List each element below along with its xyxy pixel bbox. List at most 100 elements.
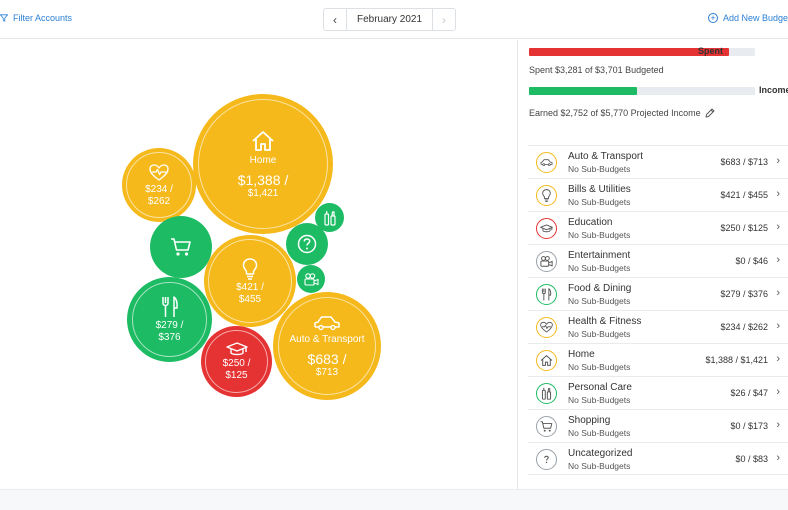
category-amount: $0 / $83 (735, 454, 768, 464)
cart-icon (171, 238, 191, 256)
category-amount: $234 / $262 (720, 322, 768, 332)
category-row-shopping[interactable]: Shopping No Sub-Budgets $0 / $173 › (528, 409, 788, 442)
car-icon (314, 315, 340, 330)
category-row-auto-transport[interactable]: Auto & Transport No Sub-Budgets $683 / $71… (528, 145, 788, 178)
category-sub-budgets: No Sub-Budgets (568, 263, 631, 273)
budget-bubble-chart: Home $1,388 / $1,421 $234 / $262 $421 / … (0, 40, 517, 489)
bubble-education-spent: $250 / (222, 358, 251, 369)
bubble-home[interactable]: Home $1,388 / $1,421 (193, 94, 333, 234)
top-bar: Filter Accounts ‹ February 2021 › + Add … (0, 0, 788, 39)
category-amount: $279 / $376 (720, 289, 768, 299)
bubble-food-budget: $376 (158, 332, 181, 343)
income-bar-fill (529, 87, 637, 95)
spent-bar-track (529, 48, 755, 56)
income-caption-row: Earned $2,752 of $5,770 Projected Income (529, 108, 715, 118)
previous-month-button[interactable]: ‹ (324, 9, 347, 30)
income-caption: Earned $2,752 of $5,770 Projected Income (529, 108, 701, 118)
chevron-right-icon: › (776, 155, 780, 167)
bubble-auto-spent: $683 / (307, 350, 347, 367)
spent-bar-fill (529, 48, 730, 56)
bubble-health-fitness[interactable]: $234 / $262 (122, 148, 196, 222)
heart-pulse-icon (536, 317, 557, 338)
personal-care-icon (536, 383, 557, 404)
category-name: Bills & Utilities (568, 184, 631, 195)
category-sub-budgets: No Sub-Budgets (568, 197, 631, 207)
category-amount: $421 / $455 (720, 190, 768, 200)
filter-icon (0, 14, 8, 22)
bubble-health-spent: $234 / (145, 183, 173, 195)
category-sub-budgets: No Sub-Budgets (568, 428, 631, 438)
bottom-area (0, 490, 788, 510)
category-name: Entertainment (568, 250, 631, 261)
category-name: Uncategorized (568, 448, 633, 459)
filter-accounts-button[interactable]: Filter Accounts (0, 13, 72, 23)
home-icon (252, 130, 274, 151)
chevron-right-icon: › (776, 353, 780, 365)
category-row-education[interactable]: Education No Sub-Budgets $250 / $125 › (528, 211, 788, 244)
bubble-shopping[interactable] (150, 216, 212, 278)
category-amount: $683 / $713 (720, 157, 768, 167)
category-row-home[interactable]: Home No Sub-Budgets $1,388 / $1,421 › (528, 343, 788, 376)
spent-caption: Spent $3,281 of $3,701 Budgeted (529, 65, 664, 75)
category-name: Shopping (568, 415, 611, 426)
chevron-right-icon: › (776, 320, 780, 332)
fork-knife-icon (161, 296, 178, 317)
category-row-entertainment[interactable]: Entertainment No Sub-Budgets $0 / $46 › (528, 244, 788, 277)
filter-accounts-label: Filter Accounts (13, 13, 73, 23)
bubble-entertainment[interactable] (297, 265, 325, 293)
graduation-cap-icon (225, 342, 248, 356)
plus-circle-icon: + (708, 13, 718, 23)
lightbulb-icon (242, 257, 258, 280)
bubble-home-budget: $1,421 (247, 187, 279, 199)
category-row-health-fitness[interactable]: Health & Fitness No Sub-Budgets $234 / $26… (528, 310, 788, 343)
camera-icon (303, 272, 319, 286)
car-icon (536, 152, 557, 173)
bubble-uncategorized[interactable] (286, 223, 328, 265)
category-amount: $250 / $125 (720, 223, 768, 233)
personal-care-icon (323, 210, 336, 226)
chevron-right-icon: › (776, 452, 780, 464)
income-bar-track (529, 87, 755, 95)
category-amount: $0 / $173 (730, 421, 768, 431)
bubble-home-name: Home (249, 154, 277, 166)
question-icon (297, 234, 317, 254)
category-row-bills-utilities[interactable]: Bills & Utilities No Sub-Budgets $421 / $4… (528, 178, 788, 211)
category-sub-budgets: No Sub-Budgets (568, 164, 631, 174)
category-name: Education (568, 217, 613, 228)
camera-icon (536, 251, 557, 272)
category-row-food-dining[interactable]: Food & Dining No Sub-Budgets $279 / $376 › (528, 277, 788, 310)
category-amount: $0 / $46 (735, 256, 768, 266)
pencil-icon[interactable] (705, 108, 715, 118)
bottom-divider (0, 489, 788, 490)
bubble-food-dining[interactable]: $279 / $376 (127, 277, 212, 362)
chevron-right-icon: › (776, 254, 780, 266)
category-name: Food & Dining (568, 283, 632, 294)
category-sub-budgets: No Sub-Budgets (568, 395, 631, 405)
chevron-right-icon: › (776, 188, 780, 200)
chevron-right-icon: › (776, 419, 780, 431)
add-new-budget-button[interactable]: + Add New Budget (708, 13, 788, 23)
bubble-bills-spent: $421 / (236, 281, 264, 293)
chevron-right-icon: › (776, 221, 780, 233)
category-sub-budgets: No Sub-Budgets (568, 296, 631, 306)
category-row-uncategorized[interactable]: Uncategorized No Sub-Budgets $0 / $83 › (528, 442, 788, 475)
bubble-food-spent: $279 / (155, 320, 184, 331)
category-amount: $26 / $47 (730, 388, 768, 398)
category-row-personal-care[interactable]: Personal Care No Sub-Budgets $26 / $47 › (528, 376, 788, 409)
graduation-cap-icon (536, 218, 557, 239)
bubble-auto-transport[interactable]: Auto & Transport $683 / $713 (273, 292, 381, 400)
home-icon (536, 350, 557, 371)
bubble-home-spent: $1,388 / (237, 171, 289, 188)
category-sub-budgets: No Sub-Budgets (568, 461, 631, 471)
bubble-education-budget: $125 (225, 370, 248, 381)
cart-icon (536, 416, 557, 437)
income-label: Income (759, 85, 788, 95)
category-name: Home (568, 349, 595, 360)
lightbulb-icon (536, 185, 557, 206)
bubble-bills-utilities[interactable]: $421 / $455 (204, 235, 296, 327)
next-month-button[interactable]: › (432, 9, 455, 30)
bubble-education[interactable]: $250 / $125 (201, 326, 272, 397)
month-selector: ‹ February 2021 › (323, 8, 456, 31)
bubble-health-budget: $262 (147, 195, 171, 207)
category-name: Personal Care (568, 382, 632, 393)
